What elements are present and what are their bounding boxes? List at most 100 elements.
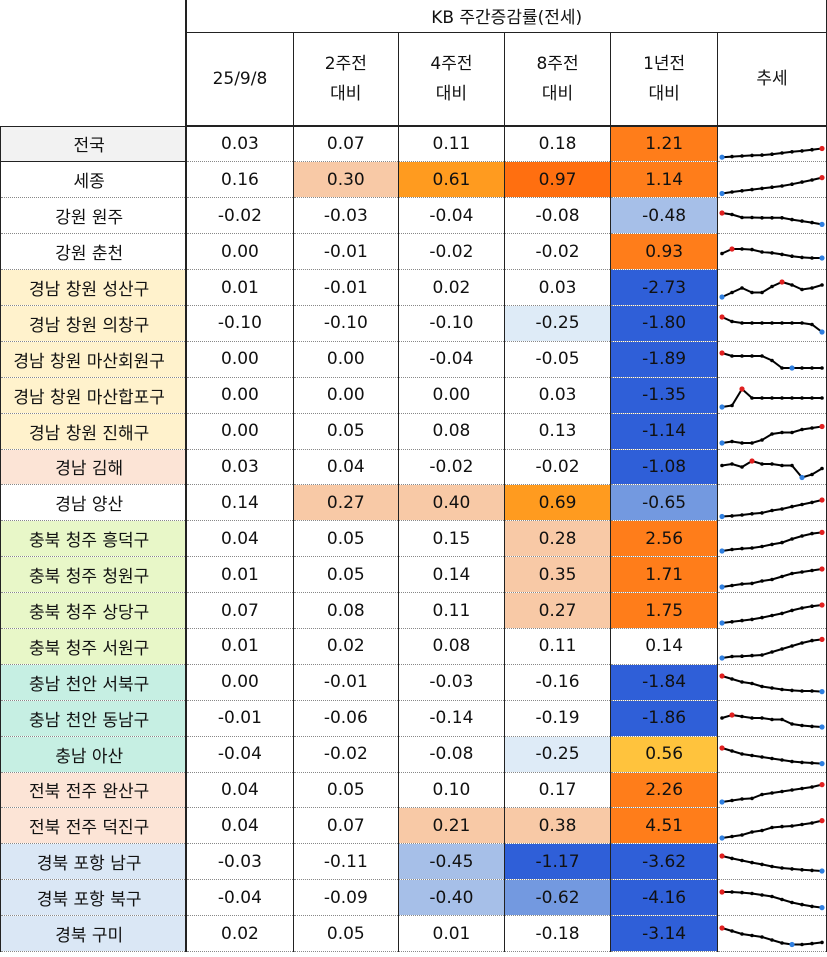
sparkline-high-marker	[719, 314, 725, 320]
trend-sparkline-cell	[717, 556, 827, 594]
sparkline-high-marker	[819, 497, 825, 503]
value-cell: 0.11	[398, 592, 505, 629]
sparkline-point	[740, 890, 744, 895]
row-label: 경남 창원 의창구	[0, 305, 188, 342]
value-cell: 0.11	[504, 628, 612, 665]
value-cell: 0.56	[610, 736, 718, 773]
value-cell: -0.01	[186, 700, 294, 737]
row-label: 충남 아산	[0, 736, 188, 773]
table-row: 전국 0.03 0.07 0.11 0.18 1.21	[0, 125, 827, 163]
sparkline-point	[810, 761, 814, 765]
trend-sparkline	[719, 497, 825, 519]
sparkline-point	[770, 185, 774, 189]
sparkline-point	[780, 611, 784, 615]
sparkline-point	[740, 752, 744, 756]
value-cell: -0.01	[293, 269, 400, 306]
sparkline-point	[770, 791, 774, 795]
trend-sparkline	[719, 314, 825, 335]
value-cell: -1.17	[504, 843, 612, 881]
value-cell: 0.38	[504, 807, 612, 845]
sparkline-point	[760, 544, 764, 549]
sparkline-point	[730, 290, 734, 294]
trend-sparkline-cell	[717, 736, 827, 773]
sparkline-point	[780, 321, 784, 326]
column-header-line1: 8주전	[536, 53, 579, 74]
trend-sparkline	[719, 853, 825, 874]
sparkline-point	[790, 644, 794, 649]
value-cell: -0.04	[186, 879, 294, 917]
value-cell: -4.16	[610, 879, 718, 917]
row-label: 충북 청주 서원구	[0, 628, 188, 665]
sparkline-point	[790, 759, 794, 764]
trend-sparkline	[719, 350, 824, 371]
value-cell: -1.84	[610, 664, 718, 701]
value-cell: 0.05	[293, 413, 400, 450]
value-cell: 0.00	[398, 377, 505, 414]
sparkline-point	[790, 217, 794, 222]
sparkline-point	[790, 866, 794, 871]
sparkline-high-marker	[819, 423, 825, 430]
sparkline-point	[800, 502, 804, 507]
sparkline-point	[750, 933, 754, 937]
sparkline-point	[800, 569, 804, 574]
value-cell: -1.14	[610, 413, 718, 450]
value-cell: 0.16	[186, 161, 294, 199]
table-row: 경남 양산 0.14 0.27 0.40 0.69 -0.65	[0, 484, 827, 522]
sparkline-point	[800, 902, 804, 907]
sparkline-point	[800, 942, 804, 946]
value-cell: 0.00	[186, 413, 294, 450]
trend-sparkline-cell	[717, 413, 827, 450]
sparkline-point	[790, 396, 794, 400]
sparkline-point	[730, 547, 734, 552]
column-header-2: 4주전 대비	[398, 32, 505, 127]
sparkline-point	[760, 249, 764, 254]
sparkline-low-marker	[719, 655, 725, 662]
value-cell: -3.62	[610, 843, 718, 881]
value-cell: 0.02	[398, 269, 505, 306]
sparkline-low-marker	[819, 689, 825, 695]
trend-sparkline-cell	[717, 305, 827, 342]
sparkline-high-marker	[819, 529, 825, 535]
value-cell: 0.05	[293, 772, 400, 809]
sparkline-point	[750, 796, 754, 801]
value-cell: 0.69	[504, 484, 612, 522]
sparkline-point	[770, 462, 774, 466]
sparkline-point	[760, 934, 764, 939]
value-cell: 0.08	[398, 413, 505, 450]
sparkline-high-marker	[739, 386, 745, 392]
sparkline-point	[770, 508, 774, 513]
sparkline-point	[780, 430, 784, 435]
value-cell: 0.13	[504, 413, 612, 450]
sparkline-high-marker	[819, 146, 825, 152]
value-cell: -0.25	[504, 305, 612, 342]
table-row: 경북 구미 0.02 0.05 0.01 -0.18 -3.14	[0, 915, 827, 952]
sparkline-point	[780, 574, 784, 578]
value-cell: -0.02	[504, 233, 612, 271]
sparkline-point	[810, 323, 814, 327]
sparkline-point	[790, 824, 794, 828]
sparkline-point	[740, 858, 744, 863]
column-header-0: 25/9/8	[186, 32, 294, 127]
value-cell: -0.02	[293, 736, 400, 773]
value-cell: 0.04	[186, 520, 294, 558]
sparkline-path	[721, 890, 823, 909]
sparkline-point	[810, 785, 814, 789]
sparkline-point	[760, 615, 764, 619]
sparkline-point	[730, 439, 734, 444]
sparkline-low-marker	[819, 221, 825, 227]
value-cell: -1.80	[610, 305, 718, 342]
sparkline-point	[750, 753, 754, 758]
trend-sparkline	[719, 673, 825, 695]
value-cell: 0.01	[186, 556, 294, 594]
sparkline-point	[760, 828, 764, 833]
sparkline-point	[730, 856, 734, 860]
sparkline-low-marker	[819, 868, 825, 874]
sparkline-point	[760, 396, 764, 400]
value-cell: 0.07	[186, 592, 294, 629]
value-cell: -0.11	[293, 843, 400, 881]
sparkline-point	[760, 215, 764, 220]
value-cell: -0.01	[293, 664, 400, 701]
sparkline-path	[721, 854, 823, 872]
sparkline-point	[730, 403, 734, 408]
sparkline-point	[810, 568, 814, 572]
